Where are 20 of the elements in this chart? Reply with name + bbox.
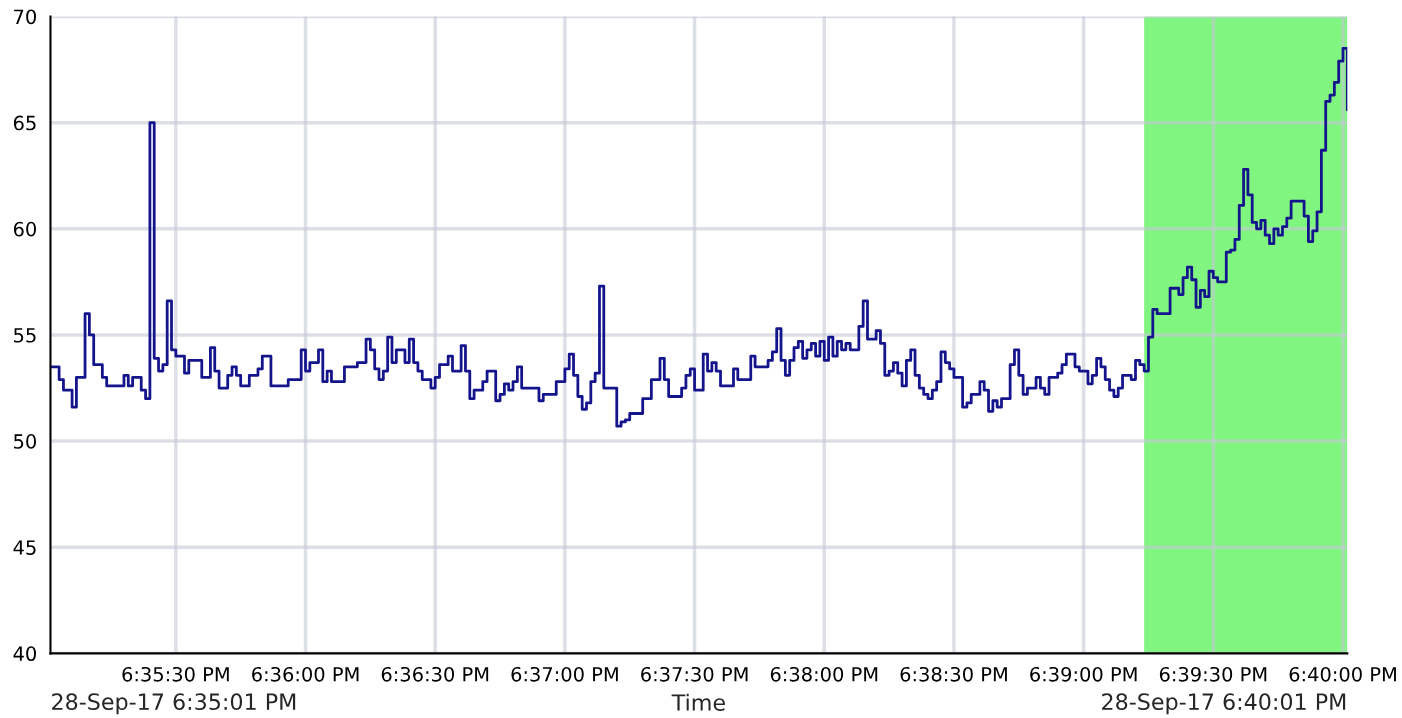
x-tick-label: 6:36:30 PM	[381, 666, 489, 682]
x-tick-label: 6:36:00 PM	[252, 666, 359, 682]
x-tick-label: 6:40:00 PM	[1289, 666, 1396, 682]
x-tick-label: 6:37:00 PM	[511, 666, 618, 682]
x-tick-label: 6:38:00 PM	[770, 666, 878, 682]
y-tick-label: 70	[14, 9, 36, 25]
y-tick-label: 65	[13, 115, 36, 131]
x-axis-title: Time	[671, 693, 725, 711]
x-tick-label: 6:39:00 PM	[1030, 666, 1137, 682]
x-tick-label: 6:38:30 PM	[900, 666, 1007, 682]
x-tick-label: 6:39:30 PM	[1159, 666, 1267, 682]
y-tick-label: 60	[13, 221, 36, 237]
x-tick-label: 6:37:30 PM	[641, 666, 748, 682]
y-tick-label: 50	[14, 434, 36, 449]
x-tick-label: 6:35:30 PM	[122, 666, 229, 682]
y-tick-label: 55	[14, 328, 36, 343]
y-tick-label: 45	[13, 540, 36, 555]
text: 28-Sep-17 6:40:01 PM	[1102, 693, 1346, 715]
y-tick-label: 40	[13, 646, 36, 662]
text: 28-Sep-17 6:35:01 PM	[52, 693, 296, 715]
